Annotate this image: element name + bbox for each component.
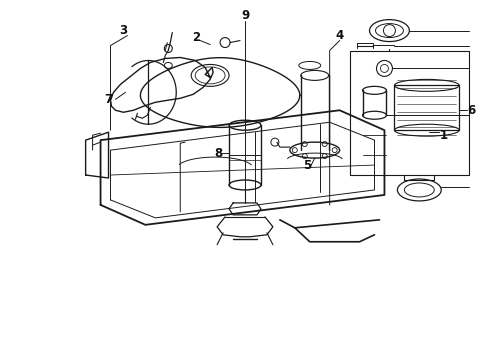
Text: 5: 5	[303, 158, 311, 172]
Text: 3: 3	[120, 24, 127, 37]
Text: 1: 1	[440, 129, 448, 142]
Text: 4: 4	[336, 29, 344, 42]
Text: 9: 9	[241, 9, 249, 22]
Text: 8: 8	[214, 147, 222, 159]
Text: 6: 6	[467, 104, 475, 117]
Text: 7: 7	[104, 93, 113, 106]
Text: 2: 2	[192, 31, 200, 44]
